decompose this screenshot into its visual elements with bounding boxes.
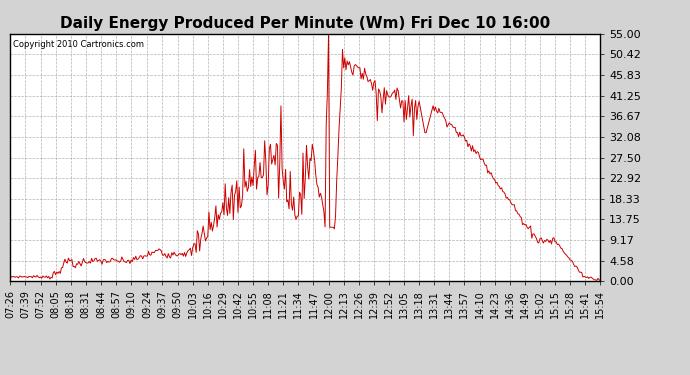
Title: Daily Energy Produced Per Minute (Wm) Fri Dec 10 16:00: Daily Energy Produced Per Minute (Wm) Fr… [60, 16, 551, 31]
Text: Copyright 2010 Cartronics.com: Copyright 2010 Cartronics.com [13, 40, 144, 49]
